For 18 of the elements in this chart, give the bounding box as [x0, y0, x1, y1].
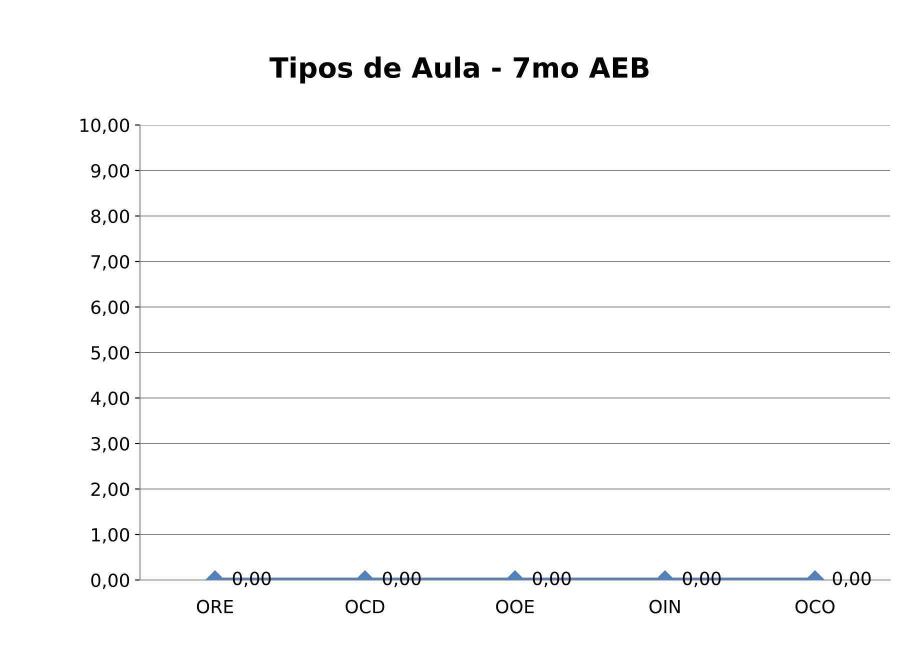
- y-tick-label: 5,00: [91, 346, 130, 362]
- y-tick-label: 3,00: [91, 436, 130, 452]
- x-tick-label: OIN: [649, 600, 680, 614]
- x-tick-label: ORE: [196, 600, 233, 614]
- y-tick-label: 6,00: [91, 300, 130, 316]
- x-tick-label: OOE: [496, 600, 534, 614]
- y-tick-label: 4,00: [90, 391, 130, 407]
- y-tick-label: 0,00: [91, 573, 130, 589]
- x-tick-label: OCO: [795, 600, 834, 614]
- data-label: 0,00: [832, 572, 871, 588]
- y-tick-label: 7,00: [92, 254, 130, 270]
- chart-title: Tipos de Aula - 7mo AEB: [270, 56, 649, 84]
- y-tick-label: 9,00: [91, 164, 130, 180]
- y-tick-label: 2,00: [91, 482, 130, 498]
- y-tick-label: 10,00: [80, 118, 130, 134]
- y-tick-label: 1,00: [92, 528, 130, 544]
- y-tick-label: 8,00: [91, 209, 130, 225]
- x-tick-label: OCD: [346, 600, 384, 614]
